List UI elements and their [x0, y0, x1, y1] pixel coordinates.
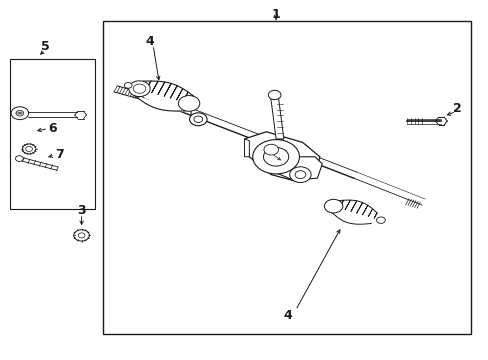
Circle shape [11, 107, 29, 120]
Polygon shape [244, 139, 249, 157]
Text: 5: 5 [41, 40, 49, 53]
Text: 2: 2 [452, 102, 461, 115]
Circle shape [252, 140, 299, 174]
Bar [10, 59, 95, 208]
Polygon shape [271, 157, 322, 180]
Circle shape [324, 199, 342, 213]
Circle shape [289, 167, 310, 183]
Circle shape [16, 111, 24, 116]
Circle shape [376, 217, 385, 224]
Text: 4: 4 [284, 309, 292, 322]
Text: 6: 6 [48, 122, 57, 135]
Circle shape [264, 144, 278, 155]
Circle shape [178, 95, 200, 111]
Circle shape [16, 156, 23, 161]
Text: 1: 1 [271, 9, 280, 22]
Circle shape [263, 148, 288, 166]
Circle shape [189, 113, 206, 126]
Polygon shape [244, 132, 319, 182]
Circle shape [268, 90, 281, 100]
Circle shape [294, 171, 305, 179]
Circle shape [194, 116, 202, 122]
Circle shape [74, 230, 89, 241]
Circle shape [22, 144, 36, 154]
Circle shape [78, 233, 85, 238]
Text: 4: 4 [145, 35, 154, 48]
Bar [103, 21, 469, 334]
Text: 7: 7 [55, 148, 64, 161]
Polygon shape [270, 98, 284, 139]
Circle shape [128, 81, 150, 96]
Circle shape [133, 84, 145, 93]
Circle shape [26, 147, 32, 152]
Text: 3: 3 [77, 204, 86, 217]
Circle shape [124, 82, 132, 88]
